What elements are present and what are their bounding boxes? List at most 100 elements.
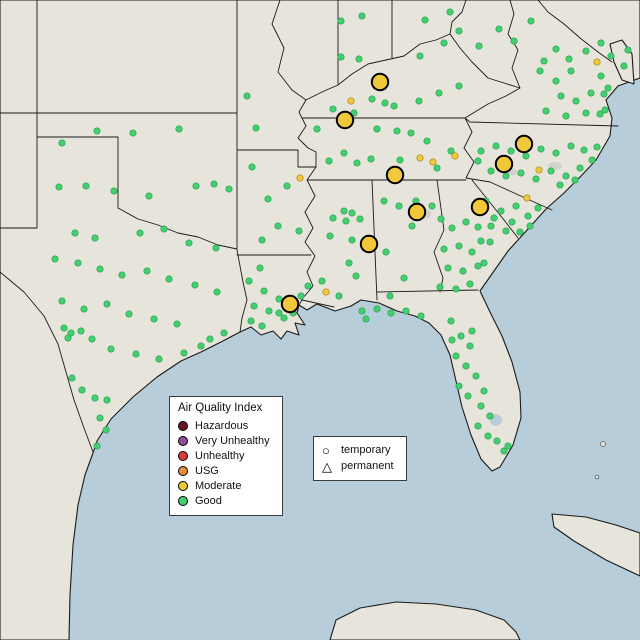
- station-good: [93, 127, 101, 135]
- station-good: [185, 239, 193, 247]
- station-moderate-permanent: [451, 152, 459, 160]
- station-good: [532, 175, 540, 183]
- station-good: [601, 106, 609, 114]
- station-good: [423, 137, 431, 145]
- legend-item-label: Good: [195, 494, 222, 507]
- station-good: [582, 109, 590, 117]
- station-good: [368, 95, 376, 103]
- station-good: [607, 52, 615, 60]
- station-good: [421, 16, 429, 24]
- station-good: [587, 89, 595, 97]
- station-good: [596, 110, 604, 118]
- station-good: [340, 149, 348, 157]
- station-good: [517, 169, 525, 177]
- station-good: [250, 302, 258, 310]
- station-good: [400, 274, 408, 282]
- station-moderate-permanent: [535, 166, 543, 174]
- legend-item-good: Good: [178, 493, 270, 508]
- legend-item-very-unhealthy: Very Unhealthy: [178, 433, 270, 448]
- station-good: [175, 125, 183, 133]
- station-good: [477, 237, 485, 245]
- bahama-island: [594, 474, 600, 480]
- station-good: [88, 335, 96, 343]
- station-good: [474, 157, 482, 165]
- station-good: [283, 182, 291, 190]
- station-good: [192, 182, 200, 190]
- station-good: [68, 374, 76, 382]
- station-good: [103, 396, 111, 404]
- circle-icon: ○: [322, 442, 330, 458]
- bahama-island: [600, 441, 606, 447]
- station-good: [556, 181, 564, 189]
- station-good: [206, 335, 214, 343]
- station-good: [353, 159, 361, 167]
- station-good: [522, 152, 530, 160]
- station-good: [552, 45, 560, 53]
- station-good: [386, 292, 394, 300]
- station-good: [597, 39, 605, 47]
- station-good: [466, 280, 474, 288]
- station-good: [264, 195, 272, 203]
- station-good: [367, 155, 375, 163]
- legend-item-usg: USG: [178, 463, 270, 478]
- legend-item-moderate: Moderate: [178, 478, 270, 493]
- station-good: [110, 187, 118, 195]
- aqi-legend-title: Air Quality Index: [178, 402, 263, 414]
- station-good: [275, 309, 283, 317]
- station-good: [534, 204, 542, 212]
- station-good: [358, 12, 366, 20]
- station-good: [358, 307, 366, 315]
- station-moderate-temporary: [280, 294, 300, 314]
- legend-item-label: Very Unhealthy: [195, 434, 270, 447]
- station-good: [580, 146, 588, 154]
- station-good: [440, 245, 448, 253]
- station-good: [508, 218, 516, 226]
- station-good: [552, 149, 560, 157]
- station-good: [562, 172, 570, 180]
- station-good: [155, 355, 163, 363]
- station-moderate-temporary: [335, 110, 355, 130]
- station-good: [536, 67, 544, 75]
- station-good: [129, 129, 137, 137]
- station-good: [604, 84, 612, 92]
- station-good: [274, 222, 282, 230]
- station-good: [562, 112, 570, 120]
- station-good: [247, 317, 255, 325]
- station-good: [448, 336, 456, 344]
- station-markers: [51, 8, 632, 455]
- station-good: [415, 97, 423, 105]
- station-good: [82, 182, 90, 190]
- station-good: [393, 127, 401, 135]
- station-good: [160, 225, 168, 233]
- station-good: [91, 394, 99, 402]
- station-good: [102, 426, 110, 434]
- station-good: [472, 372, 480, 380]
- station-good: [355, 55, 363, 63]
- station-good: [258, 236, 266, 244]
- station-good: [486, 412, 494, 420]
- station-good: [173, 320, 181, 328]
- station-good: [436, 283, 444, 291]
- legend-item-temporary: ○ temporary: [322, 442, 394, 458]
- station-good: [77, 327, 85, 335]
- station-good: [526, 222, 534, 230]
- state-borders: [0, 0, 619, 453]
- station-good: [96, 414, 104, 422]
- station-good: [477, 402, 485, 410]
- station-good: [540, 57, 548, 65]
- station-good: [197, 342, 205, 350]
- legend-item-unhealthy: Unhealthy: [178, 448, 270, 463]
- station-good: [103, 300, 111, 308]
- station-good: [342, 217, 350, 225]
- station-good: [337, 17, 345, 25]
- station-good: [280, 314, 288, 322]
- station-good: [455, 82, 463, 90]
- station-good: [444, 264, 452, 272]
- station-moderate-temporary: [385, 165, 405, 185]
- station-good: [572, 97, 580, 105]
- station-good: [502, 227, 510, 235]
- station-good: [313, 125, 321, 133]
- station-good: [345, 259, 353, 267]
- station-moderate-permanent: [347, 97, 355, 105]
